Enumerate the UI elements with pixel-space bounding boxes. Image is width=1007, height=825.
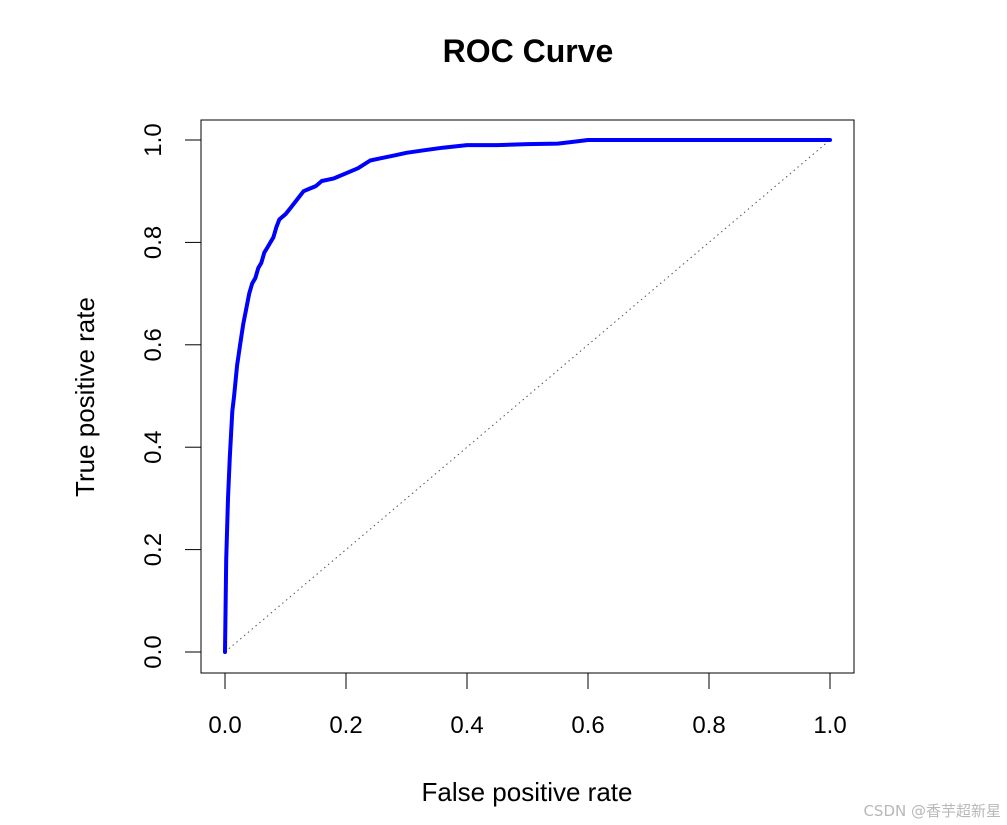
x-axis-label: False positive rate (422, 777, 633, 807)
watermark: CSDN @香芋超新星 (863, 802, 1001, 820)
chart-title: ROC Curve (443, 33, 614, 69)
x-tick-label: 1.0 (813, 712, 846, 739)
x-tick-label: 0.2 (329, 712, 362, 739)
y-axis-label: True positive rate (70, 297, 100, 497)
y-tick-label: 0.4 (140, 431, 167, 464)
y-tick-label: 0.6 (140, 328, 167, 361)
x-axis: 0.0 0.2 0.4 0.6 0.8 1.0 (208, 672, 847, 739)
x-tick-label: 0.0 (208, 712, 241, 739)
x-tick-label: 0.6 (571, 712, 604, 739)
roc-curve-line (223, 138, 832, 654)
y-axis: 0.0 0.2 0.4 0.6 0.8 1.0 (140, 123, 202, 669)
y-tick-label: 0.2 (140, 533, 167, 566)
reference-diagonal (224, 139, 831, 653)
x-tick-label: 0.4 (450, 712, 483, 739)
y-tick-label: 1.0 (140, 123, 167, 156)
y-tick-label: 0.0 (140, 635, 167, 668)
plot-area (223, 138, 832, 654)
y-tick-label: 0.8 (140, 226, 167, 259)
x-tick-label: 0.8 (692, 712, 725, 739)
